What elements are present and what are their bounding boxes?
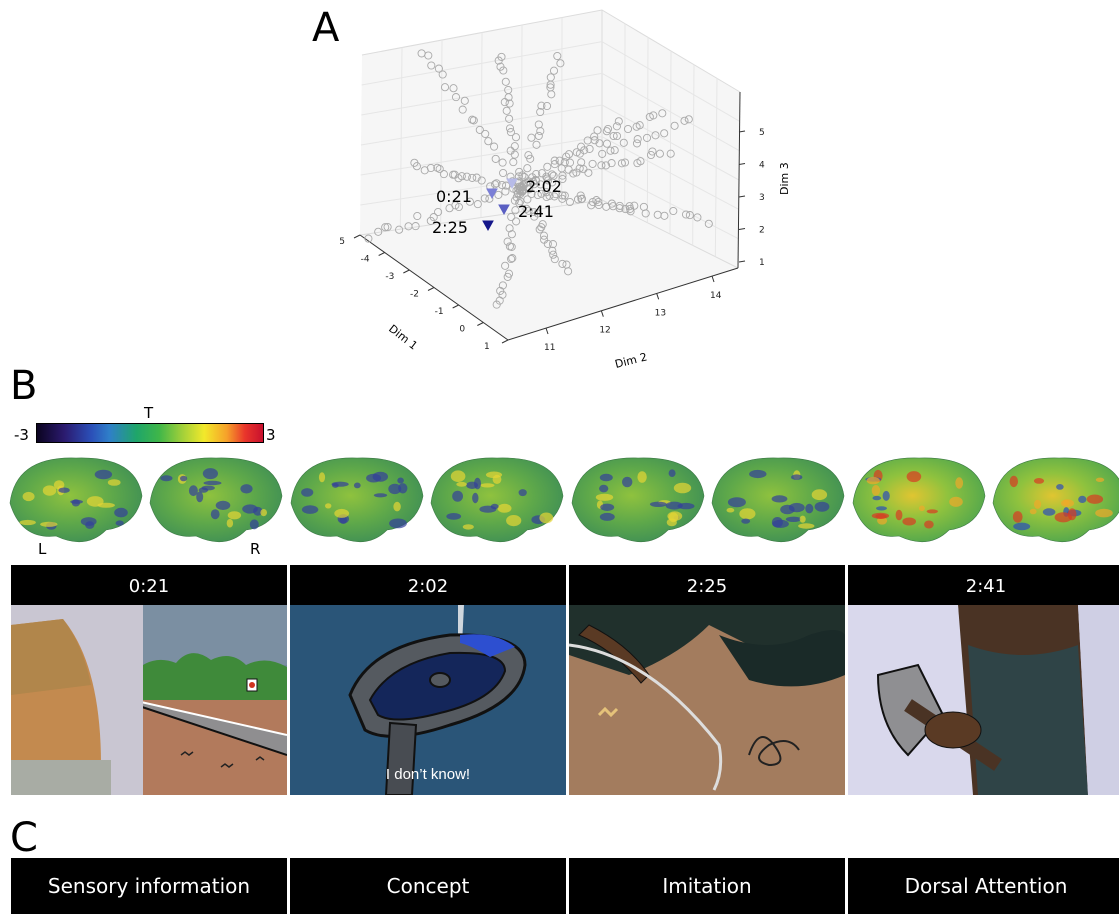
tick-label-dim3: 3 xyxy=(759,193,765,203)
frame-subtitle: I don’t know! xyxy=(290,766,566,783)
movie-frame-row: I don’t know! xyxy=(11,605,1119,795)
brain-hemisphere xyxy=(572,458,704,542)
network-label: Dorsal Attention xyxy=(848,858,1119,914)
tick-label-dim1: -1 xyxy=(435,307,444,317)
axis-label-dim2: Dim 2 xyxy=(614,350,649,371)
hemisphere-right-label: R xyxy=(250,540,260,558)
network-label: Imitation xyxy=(569,858,845,914)
time-marker-label: 0:21 xyxy=(436,187,472,206)
colorbar-min: -3 xyxy=(14,426,29,444)
network-label-row: Sensory information Concept Imitation Do… xyxy=(11,858,1119,914)
movie-frame-rope xyxy=(569,605,845,795)
panel-letter-a: A xyxy=(312,8,339,48)
network-label: Sensory information xyxy=(11,858,287,914)
tick-label-dim1: 0 xyxy=(459,325,465,335)
time-marker-label: 2:02 xyxy=(526,177,562,196)
tick-label-dim1: -5 xyxy=(340,237,345,247)
movie-frame-road xyxy=(11,605,287,795)
tick-label-dim2: 12 xyxy=(599,326,610,336)
time-marker-label: 2:41 xyxy=(518,202,554,221)
brain-hemisphere xyxy=(712,458,844,542)
brain-hemisphere xyxy=(150,458,282,542)
tick-label-dim1: 1 xyxy=(484,342,490,352)
colorbar-title: T xyxy=(144,404,153,422)
movie-frame-axe xyxy=(848,605,1119,795)
brain-hemisphere xyxy=(291,458,423,542)
tick-label-dim3: 4 xyxy=(759,161,765,171)
brain-surface-row xyxy=(8,448,1119,553)
tick-label-dim2: 13 xyxy=(655,308,666,318)
brain-hemisphere xyxy=(431,458,563,542)
panel-letter-c: C xyxy=(10,818,38,858)
tick-label-dim1: -2 xyxy=(410,290,419,300)
timepoint-header-row: 0:21 2:02 2:25 2:41 xyxy=(11,565,1119,607)
hemisphere-left-label: L xyxy=(38,540,46,558)
tick-label-dim2: 11 xyxy=(544,343,555,353)
tick-label-dim2: 14 xyxy=(710,291,722,301)
time-marker-label: 2:25 xyxy=(432,218,468,237)
axis-label-dim1: Dim 1 xyxy=(386,322,420,352)
colorbar-max: 3 xyxy=(266,426,276,444)
tick-label-dim3: 2 xyxy=(759,226,765,236)
tick-label-dim1: -4 xyxy=(361,255,370,265)
timepoint-header: 2:41 xyxy=(848,565,1119,607)
panel-letter-b: B xyxy=(10,366,37,406)
axis-label-dim3: Dim 3 xyxy=(778,162,791,195)
tick-label-dim3: 5 xyxy=(759,128,765,138)
colorbar: T -3 3 xyxy=(14,404,284,444)
colorbar-gradient xyxy=(36,423,264,443)
timepoint-header: 2:25 xyxy=(569,565,845,607)
network-label: Concept xyxy=(290,858,566,914)
tick-label-dim3: 1 xyxy=(759,258,765,268)
brain-hemisphere xyxy=(853,458,985,542)
brain-hemisphere xyxy=(993,458,1119,542)
timepoint-header: 0:21 xyxy=(11,565,287,607)
tick-label-dim1: -3 xyxy=(385,272,394,282)
movie-frame-shoe: I don’t know! xyxy=(290,605,566,795)
timepoint-header: 2:02 xyxy=(290,565,566,607)
brain-hemisphere xyxy=(10,458,142,542)
